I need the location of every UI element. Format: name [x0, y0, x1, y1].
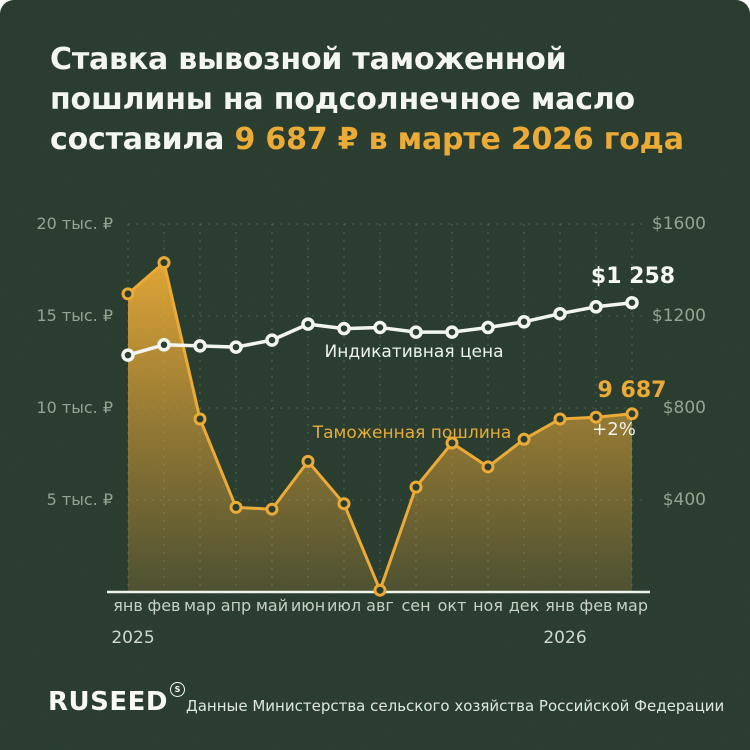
x-tick-month: окт [437, 596, 467, 615]
x-tick-year: 2026 [543, 628, 587, 648]
duty-point [373, 583, 387, 597]
x-tick-month: ноя [473, 596, 503, 615]
annotation-duty-value: 9 687 [597, 378, 667, 403]
registered-mark-icon: S [169, 682, 185, 697]
y-axis-right-tick: $1200 [651, 306, 706, 326]
price-point [229, 340, 243, 354]
duty-point [553, 412, 567, 426]
title-line-3: составила 9 687 ₽ в марте 2026 года [50, 120, 730, 160]
title-line-1: Ставка вывозной таможенной [50, 42, 567, 77]
y-axis-left-tick: 20 тыс. ₽ [36, 214, 113, 233]
duty-point [157, 256, 171, 270]
price-point [157, 338, 171, 352]
title-line-2: пошлины на подсолнечное масло [50, 82, 635, 117]
footer: RUSEED S Данные Министерства сельского хо… [0, 680, 750, 730]
price-point [121, 348, 135, 362]
x-tick-month: дек [508, 596, 540, 615]
y-axis-right-tick: $1600 [651, 214, 706, 234]
x-tick-month: фев [579, 596, 613, 615]
x-tick-year: 2025 [111, 628, 155, 648]
duty-point [229, 500, 243, 514]
price-point [265, 333, 279, 347]
y-axis-left-tick: 15 тыс. ₽ [36, 306, 113, 325]
duty-point [121, 287, 135, 301]
x-tick-month: сен [401, 596, 431, 615]
x-tick-month: фев [147, 596, 181, 615]
annotation-indicative-price-value: $1 258 [590, 264, 676, 289]
x-tick-month: мар [183, 596, 217, 615]
price-point [589, 300, 603, 314]
series-label-customs-duty: Таможенная пошлина [312, 423, 512, 443]
price-point [373, 320, 387, 335]
duty-point [337, 497, 351, 511]
price-point [409, 325, 423, 339]
x-tick-month: янв [113, 596, 143, 615]
y-axis-right-tick: $400 [662, 490, 706, 510]
price-point [553, 306, 567, 321]
y-axis-left-tick: 5 тыс. ₽ [46, 490, 113, 509]
price-point [193, 339, 207, 353]
ruseed-logo: RUSEED S [48, 682, 185, 717]
duty-point [517, 432, 531, 446]
data-source-caption: Данные Министерства сельского хозяйства … [186, 697, 725, 715]
price-point [337, 321, 351, 336]
price-point [517, 315, 531, 329]
series-label-indicative-price: Индикативная цена [324, 342, 504, 362]
x-tick-month: авг [366, 596, 394, 615]
x-tick-month: июн [290, 596, 326, 615]
annotation-duty-change: +2% [592, 419, 636, 440]
x-tick-month: янв [545, 596, 575, 615]
page-title: Ставка вывозной таможенной пошлины на по… [50, 40, 730, 160]
title-highlight-value: 9 687 ₽ в марте 2026 года [234, 122, 684, 157]
x-tick-month: май [255, 596, 289, 615]
price-point [445, 325, 459, 339]
price-point [481, 320, 495, 335]
duty-point [481, 460, 495, 474]
title-line-3-prefix: составила [50, 122, 235, 157]
price-point [301, 317, 315, 331]
duty-point [265, 502, 279, 516]
logo-text: RUSEED [48, 687, 168, 717]
x-tick-month: июл [326, 596, 362, 615]
duty-point [193, 412, 207, 426]
duty-point [409, 480, 423, 494]
x-tick-month: апр [220, 596, 252, 615]
x-tick-month: мар [615, 596, 649, 615]
y-axis-left-tick: 10 тыс. ₽ [36, 398, 113, 417]
duty-point [301, 454, 315, 468]
